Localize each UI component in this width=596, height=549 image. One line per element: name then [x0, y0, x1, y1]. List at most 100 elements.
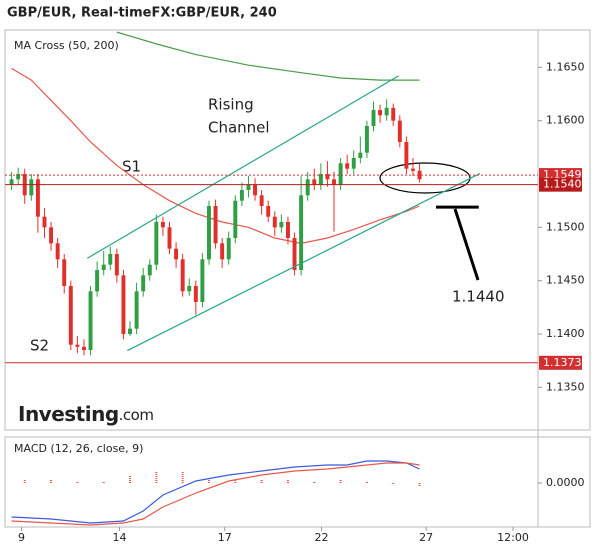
candle-body — [121, 275, 126, 334]
candle-body — [266, 206, 271, 217]
candle-body — [68, 286, 73, 345]
candle-body — [62, 259, 67, 286]
annotation: S2 — [30, 337, 49, 355]
candle-body — [397, 120, 402, 142]
x-tick-label: 14 — [112, 531, 126, 544]
candle-body — [404, 142, 409, 169]
candle-body — [253, 184, 258, 196]
candle-body — [29, 179, 34, 196]
candle-body — [239, 190, 244, 201]
trendline — [86, 75, 399, 259]
candle-body — [246, 184, 251, 190]
level-label-box — [539, 355, 582, 370]
pointer-line — [453, 208, 480, 281]
ma-line — [11, 462, 420, 526]
candle-body — [200, 259, 205, 302]
y-tick-label: 1.1600 — [546, 114, 585, 127]
candle-body — [378, 110, 383, 116]
x-tick-label: 12:00 — [497, 531, 529, 544]
logo: Investing.com — [18, 402, 153, 426]
candle-body — [147, 264, 152, 276]
candle-body — [75, 344, 80, 347]
candle-body — [391, 107, 396, 121]
x-tick-label: 22 — [315, 531, 329, 544]
logo-word: Investing — [18, 402, 119, 426]
chart-title: GBP/EUR, Real-timeFX:GBP/EUR, 240 — [7, 6, 277, 21]
candle-body — [312, 179, 317, 185]
candle-body — [351, 158, 356, 169]
y-tick-label: 1.1450 — [546, 274, 585, 287]
macd-title: MACD (12, 26, close, 9) — [14, 442, 143, 455]
candle-body — [108, 254, 113, 265]
candle-body — [141, 275, 146, 292]
y-tick-label: 1.1400 — [546, 327, 585, 340]
price-panel — [4, 29, 591, 431]
annotation: Channel — [208, 119, 270, 137]
candle-body — [358, 152, 363, 158]
candle-body — [384, 107, 389, 116]
candle-body — [226, 238, 231, 260]
candle-body — [345, 163, 350, 169]
candle-body — [213, 206, 218, 244]
candle-body — [81, 346, 86, 350]
candle-body — [42, 216, 47, 228]
candle-body — [417, 170, 422, 180]
candle-body — [272, 216, 277, 228]
candle-body — [259, 195, 264, 206]
candle-body — [134, 291, 139, 329]
candle-body — [233, 200, 238, 238]
trendline — [127, 172, 481, 352]
candle-body — [285, 222, 290, 238]
candle-body — [292, 238, 297, 270]
candle-body — [187, 286, 192, 292]
candle-body — [101, 264, 106, 270]
candle-body — [305, 179, 310, 196]
candle-body — [318, 174, 323, 185]
logo-suffix: .com — [119, 406, 154, 424]
candle-body — [167, 227, 172, 249]
x-tick-label: 9 — [18, 531, 25, 544]
level-label: 1.1540 — [543, 178, 582, 191]
y-tick-label: 1.1650 — [546, 60, 585, 73]
candle-body — [35, 179, 40, 217]
x-tick-label: 27 — [419, 531, 433, 544]
candle-body — [279, 222, 284, 228]
candle-body — [332, 179, 336, 185]
candle-body — [55, 243, 60, 260]
candle-body — [160, 222, 165, 228]
plot-area — [11, 460, 421, 526]
y-tick-label: 0.0000 — [546, 476, 585, 489]
candle-body — [338, 163, 343, 185]
macd-panel — [4, 436, 591, 528]
candle-body — [220, 243, 225, 260]
candle-body — [128, 328, 132, 334]
candle-body — [9, 179, 14, 185]
candle-body — [364, 126, 369, 153]
candle-body — [88, 291, 93, 350]
candle-body — [154, 222, 159, 265]
annotation: Rising — [208, 96, 254, 114]
candle-body — [371, 110, 376, 126]
candle-body — [180, 259, 185, 292]
candle-body — [95, 270, 100, 292]
x-tick-label: 17 — [218, 531, 232, 544]
candle-body — [325, 174, 330, 180]
candle-body — [49, 227, 54, 244]
candle-body — [174, 248, 179, 260]
level-label-box — [539, 177, 582, 192]
indicator-title: MA Cross (50, 200) — [14, 39, 119, 52]
plot-area — [9, 31, 481, 356]
ma-line — [116, 31, 420, 81]
y-tick-label: 1.1500 — [546, 220, 585, 233]
candle-body — [193, 286, 198, 302]
annotation: 1.1440 — [452, 288, 505, 306]
y-tick-label: 1.1350 — [546, 380, 585, 393]
ma-line — [11, 460, 420, 524]
level-label: 1.1373 — [543, 356, 582, 369]
annotation: S1 — [122, 158, 141, 176]
candle-body — [207, 206, 211, 260]
candle-body — [299, 195, 304, 270]
candle-body — [114, 254, 119, 276]
